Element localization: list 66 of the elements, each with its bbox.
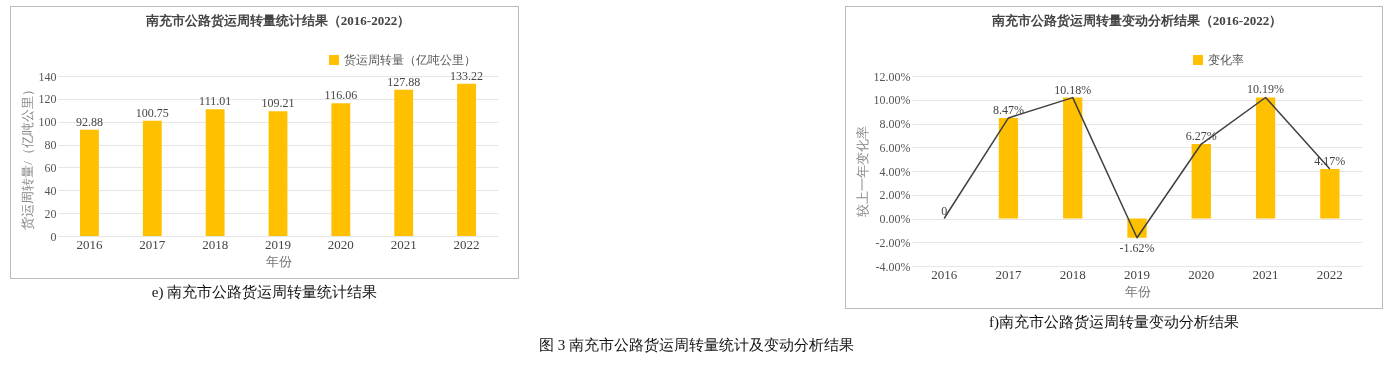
x-tick-label: 2017 (995, 266, 1022, 282)
x-tick-label: 2021 (1252, 266, 1279, 282)
data-label: 8.47% (992, 102, 1024, 117)
x-tick-label: 2022 (453, 236, 480, 252)
x-tick-label: 2020 (327, 236, 354, 252)
y-axis-title: 较上一年变化率 (854, 126, 870, 217)
y-tick-label: 4.00% (879, 164, 911, 179)
y-tick-label: 40 (44, 183, 57, 198)
bar (394, 89, 414, 236)
data-label: 127.88 (387, 74, 421, 89)
bar (1063, 97, 1083, 219)
y-tick-label: 60 (44, 160, 57, 175)
y-tick-label: 0 (50, 229, 57, 244)
data-label: 100.75 (135, 105, 169, 120)
data-label: 116.06 (324, 88, 358, 103)
x-tick-label: 2021 (390, 236, 417, 252)
x-tick-label: 2018 (202, 236, 229, 252)
data-label: 111.01 (199, 94, 232, 109)
x-tick-label: 2022 (1316, 266, 1343, 282)
y-tick-label: 10.00% (873, 93, 911, 108)
y-axis-title: 货运周转量/（亿吨公里） (19, 83, 35, 230)
legend-label: 货运周转量（亿吨公里） (344, 53, 476, 67)
data-label: 10.19% (1247, 82, 1285, 97)
bar (998, 117, 1019, 219)
bar (1191, 144, 1211, 219)
x-tick-label: 2019 (1124, 266, 1150, 282)
caption: 图 3 南充市公路货运周转量统计及变动分析结果 (538, 336, 855, 355)
bar (80, 129, 99, 236)
x-tick-label: 2016 (76, 236, 103, 252)
x-tick-label: 2016 (931, 266, 958, 282)
chart-title: 南充市公路货运周转量统计结果（2016-2022） (144, 13, 411, 28)
y-tick-label: 120 (38, 92, 57, 107)
y-tick-label: -2.00% (875, 235, 911, 250)
data-label: 92.88 (75, 114, 103, 129)
y-tick-label: -4.00% (875, 259, 911, 274)
text: f)南充市公路货运周转量变动分析结果 (989, 313, 1239, 332)
data-label: 109.21 (261, 96, 295, 111)
bar (142, 120, 162, 236)
bar (331, 103, 351, 236)
text: e) 南充市公路货运周转量统计结果 (151, 283, 378, 302)
y-tick-label: 6.00% (879, 140, 911, 155)
y-tick-label: 12.00% (873, 69, 911, 84)
y-tick-label: 2.00% (879, 188, 911, 203)
bar (457, 83, 476, 236)
y-tick-label: 100 (38, 115, 57, 130)
x-axis-title: 年份 (265, 253, 292, 269)
data-label: -1.62% (1119, 240, 1155, 255)
y-tick-label: 20 (44, 206, 57, 221)
bar (268, 111, 288, 236)
x-tick-label: 2020 (1188, 266, 1215, 282)
x-axis-title: 年份 (1124, 283, 1151, 299)
x-tick-label: 2017 (139, 236, 166, 252)
bar (1255, 97, 1276, 219)
bar (1320, 168, 1340, 219)
x-tick-label: 2019 (265, 236, 291, 252)
data-label: 0 (941, 203, 948, 218)
y-tick-label: 140 (38, 69, 57, 84)
x-tick-label: 2018 (1059, 266, 1086, 282)
data-label: 133.22 (450, 68, 484, 83)
data-label: 10.18% (1054, 82, 1092, 97)
y-tick-label: 80 (44, 138, 57, 153)
y-tick-label: 0.00% (879, 212, 911, 226)
legend-label: 变化率 (1208, 53, 1244, 67)
chart-title: 南充市公路货运周转量变动分析结果（2016-2022） (990, 13, 1283, 28)
y-tick-label: 8.00% (879, 117, 911, 131)
bar (205, 109, 225, 236)
